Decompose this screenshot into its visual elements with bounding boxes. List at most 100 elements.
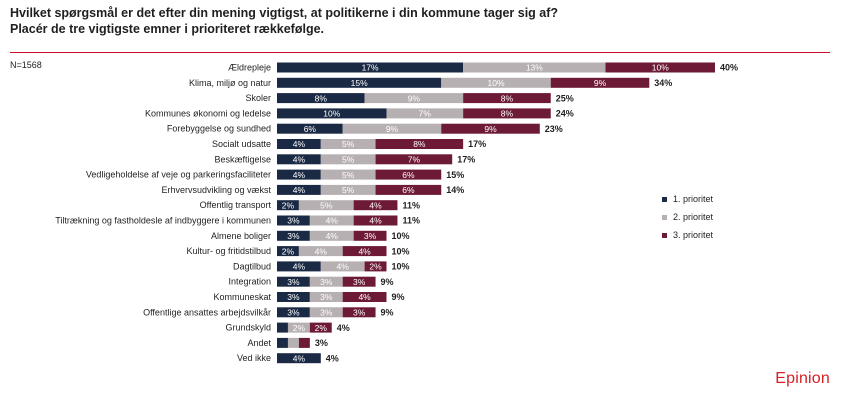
total-label: 17% [457,155,475,165]
sample-size-label: N=1568 [10,60,42,70]
bar-segment-1 [277,139,321,149]
category-label: Forebyggelse og sundhed [167,124,271,134]
total-label: 4% [337,323,350,333]
segment-label: 4% [369,216,382,226]
segment-label: 9% [386,124,399,134]
total-label: 9% [392,292,405,302]
bar-segment-3 [342,276,376,287]
category-label: Integration [228,277,271,287]
bar-segment-1 [277,200,299,211]
category-label: Dagtilbud [233,261,271,271]
segment-label: 2% [315,323,328,333]
bar-segment-2 [463,62,606,73]
bar-segment-3 [353,230,387,241]
category-label: Andet [247,338,271,348]
bar-segment-3 [605,62,715,73]
segment-label: 4% [293,155,306,165]
brand-logo: Epinion [775,370,830,387]
total-label: 25% [556,93,574,103]
total-label: 11% [402,200,420,210]
segment-label: 4% [293,139,306,149]
segment-label: 15% [351,78,368,88]
legend-label: 1. prioritet [673,194,714,204]
bar-segment-2 [309,230,354,241]
bar-segment-1 [277,246,299,257]
bar-segment-3 [375,139,464,149]
legend-swatch [662,232,667,238]
segment-label: 4% [326,216,339,226]
bar-segment-2 [309,292,343,302]
segment-label: 5% [342,170,355,180]
total-label: 9% [381,308,394,318]
category-label: Beskæftigelse [214,154,271,164]
category-label: Skoler [245,93,271,103]
category-label: Offentlige ansattes arbejdsvilkår [143,307,271,317]
segment-label: 13% [526,63,543,73]
total-label: 40% [720,63,738,73]
total-label: 3% [315,338,328,348]
category-label: Almene boliger [211,231,271,241]
bar-segment-3 [463,108,551,119]
segment-label: 4% [337,262,350,272]
bar-segment-3 [463,93,551,104]
bar-segment-2 [320,154,376,165]
bar-segment-1 [277,184,321,195]
bar-segment-2 [287,322,310,333]
title-line-2: Placér de tre vigtigste emner i priorite… [10,22,325,36]
total-label: 9% [381,277,394,287]
bar-segment-2 [309,215,354,226]
segment-label: 6% [402,170,415,180]
segment-label: 10% [323,109,340,119]
title-divider [10,52,830,53]
bar-segment-3 [353,200,398,211]
legend-label: 3. prioritet [673,230,714,240]
segment-label: 3% [320,292,333,302]
category-label: Socialt udsatte [212,139,271,149]
segment-label: 5% [342,155,355,165]
segment-label: 9% [484,124,497,134]
bar-segment-2 [320,139,376,149]
bar-segment-3 [375,184,442,195]
bar-segment-3 [353,215,398,226]
segment-label: 5% [320,200,333,210]
segment-label: 17% [362,63,379,73]
bar-segment-1 [277,169,321,180]
total-label: 14% [446,185,464,195]
segment-label: 8% [413,139,426,149]
bar-segment-1 [277,123,343,134]
category-label: Kultur- og fritidstilbud [186,246,271,256]
bar-segment-1 [277,353,321,364]
bar-segment-3 [375,154,453,165]
segment-label: 6% [304,124,317,134]
legend-item: 3. prioritet [662,226,713,244]
segment-label: 3% [287,277,300,287]
bar-segment-2 [342,123,442,134]
total-label: 15% [446,170,464,180]
legend-swatch [662,214,667,220]
bar-segment-1 [277,337,288,348]
segment-label: 8% [501,109,514,119]
bar-segment-1 [277,93,365,104]
chart-title: Hvilket spørgsmål er det efter din menin… [10,5,830,37]
bar-segment-1 [277,276,310,287]
bar-segment-3 [342,246,387,257]
segment-label: 3% [287,216,300,226]
total-label: 34% [654,78,672,88]
bar-segment-2 [441,77,551,88]
segment-label: 2% [282,246,295,256]
category-label: Offentlig transport [200,200,272,210]
category-label: Grundskyld [225,323,271,333]
bar-segment-2 [298,200,354,211]
segment-label: 2% [369,262,382,272]
segment-label: 9% [408,93,421,103]
bar-segment-2 [309,276,343,287]
bar-segment-2 [386,108,464,119]
segment-label: 3% [287,292,300,302]
legend-label: 2. prioritet [673,212,714,222]
total-label: 17% [468,139,486,149]
legend-item: 2. prioritet [662,208,713,226]
segment-label: 3% [353,308,366,318]
bar-segment-1 [277,322,288,333]
title-line-1: Hvilket spørgsmål er det efter din menin… [10,6,559,20]
